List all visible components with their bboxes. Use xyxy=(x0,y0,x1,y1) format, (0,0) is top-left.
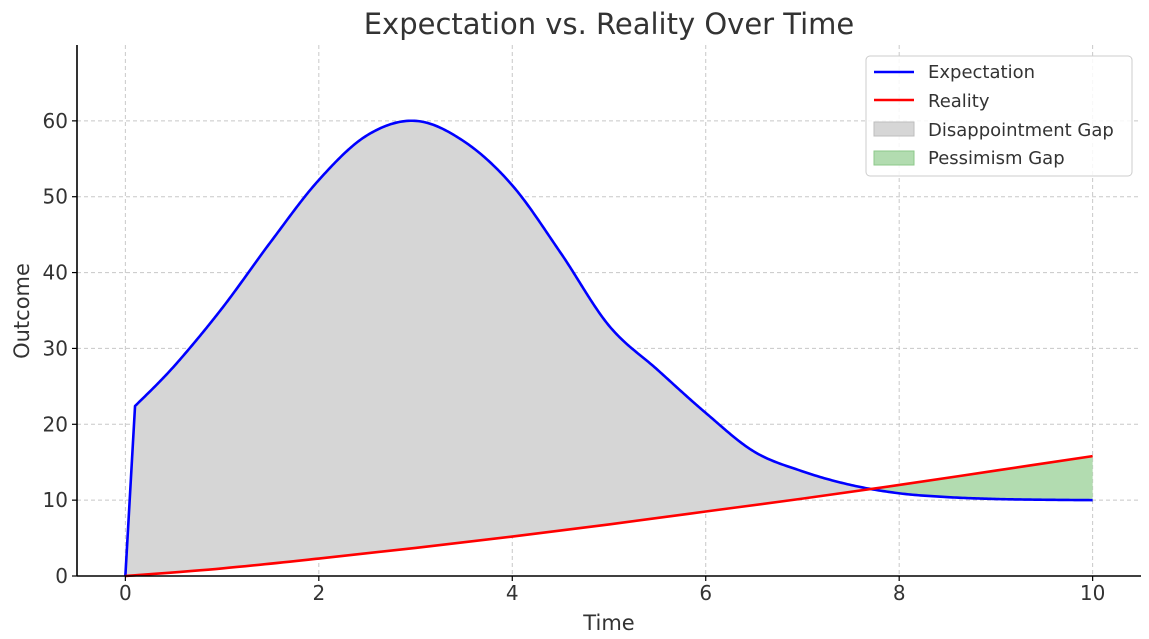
x-tick-label: 10 xyxy=(1080,581,1105,605)
legend-swatch-disappointment-gap xyxy=(873,121,915,137)
x-tick-label: 8 xyxy=(893,581,906,605)
y-tick-label: 10 xyxy=(43,488,68,512)
y-axis-label: Outcome xyxy=(10,263,34,359)
pessimism-gap-area xyxy=(871,456,1093,501)
x-tick-label: 2 xyxy=(312,581,325,605)
x-tick-label: 0 xyxy=(119,581,132,605)
y-tick-label: 0 xyxy=(55,564,68,588)
legend-label-reality: Reality xyxy=(928,91,990,112)
y-tick-label: 40 xyxy=(43,261,68,285)
y-tick-label: 60 xyxy=(43,109,68,133)
legend-label-pessimism-gap: Pessimism Gap xyxy=(928,148,1065,169)
legend-label-disappointment-gap: Disappointment Gap xyxy=(928,120,1114,141)
legend-swatch-pessimism-gap xyxy=(873,150,915,166)
series-lines xyxy=(124,119,1094,578)
reality-line xyxy=(125,454,1093,578)
legend-label-expectation: Expectation xyxy=(928,62,1035,83)
y-tick-label: 50 xyxy=(43,185,68,209)
y-tick-label: 20 xyxy=(43,412,68,436)
expectation-line xyxy=(124,119,1094,577)
disappointment-gap-area xyxy=(125,120,870,576)
y-tick-label: 30 xyxy=(43,336,68,360)
ticks: 0 2 4 6 8 10 0 10 20 30 40 50 60 xyxy=(43,109,1106,605)
fill-areas xyxy=(125,120,1093,576)
axes xyxy=(76,45,1141,577)
x-tick-label: 6 xyxy=(699,581,712,605)
x-tick-label: 4 xyxy=(506,581,519,605)
legend: Expectation Reality Disappointment Gap P… xyxy=(865,55,1133,177)
x-axis-label: Time xyxy=(582,611,634,635)
legend-box xyxy=(865,55,1133,177)
chart-title: Expectation vs. Reality Over Time xyxy=(364,7,855,41)
